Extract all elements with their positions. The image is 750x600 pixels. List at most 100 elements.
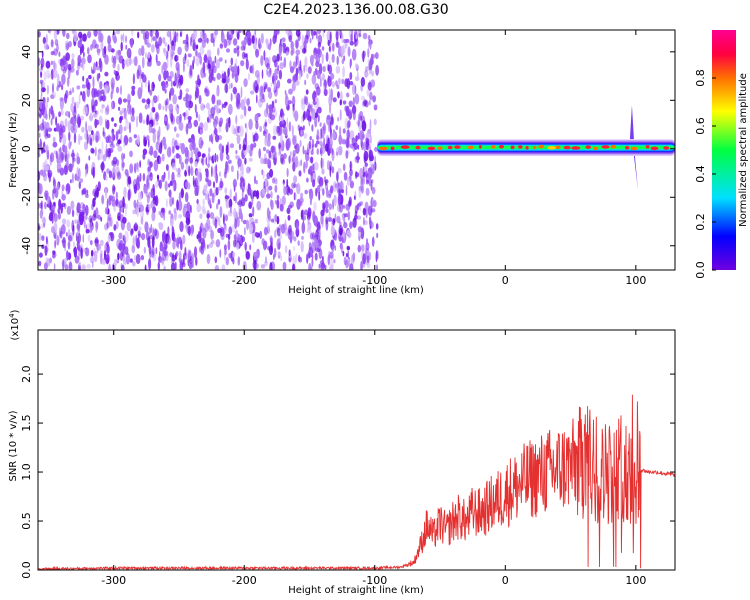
x-tick-label: 0 — [502, 574, 509, 587]
noise-speck — [178, 154, 182, 165]
noise-speck — [227, 103, 233, 115]
noise-speck — [101, 194, 105, 205]
noise-speck — [195, 50, 198, 56]
noise-speck — [317, 175, 322, 184]
signal-band-peak — [650, 146, 659, 151]
noise-speck — [228, 198, 233, 209]
noise-speck — [149, 89, 153, 96]
noise-speck — [197, 74, 200, 84]
noise-speck — [93, 30, 98, 37]
noise-speck — [311, 138, 315, 148]
noise-speck — [172, 94, 177, 105]
noise-speck — [318, 263, 321, 269]
noise-speck — [228, 228, 232, 235]
noise-speck — [202, 209, 207, 215]
noise-speck — [343, 256, 347, 266]
noise-speck — [203, 121, 209, 132]
noise-speck — [259, 230, 263, 240]
noise-speck — [191, 252, 195, 265]
noise-speck — [218, 57, 223, 62]
noise-speck — [219, 249, 222, 258]
noise-speck — [335, 125, 339, 131]
noise-speck — [324, 264, 327, 270]
noise-speck — [319, 122, 322, 127]
noise-speck — [305, 65, 308, 72]
noise-speck — [82, 75, 85, 82]
noise-speck — [133, 134, 137, 139]
noise-speck — [89, 256, 95, 264]
noise-speck — [139, 74, 142, 84]
signal-band-peak — [585, 145, 591, 149]
noise-speck — [321, 53, 324, 65]
noise-speck — [272, 135, 277, 140]
noise-speck — [164, 180, 168, 192]
noise-speck — [290, 151, 292, 158]
noise-speck — [238, 143, 242, 150]
noise-speck — [71, 209, 75, 218]
noise-speck — [269, 168, 274, 178]
noise-speck — [349, 263, 354, 270]
noise-speck — [241, 40, 246, 46]
noise-speck — [331, 53, 335, 64]
noise-speck — [58, 198, 62, 210]
noise-speck — [337, 167, 342, 174]
noise-speck — [166, 198, 168, 208]
noise-speck — [120, 34, 124, 42]
noise-speck — [331, 132, 336, 140]
noise-speck — [56, 161, 62, 173]
noise-speck — [83, 141, 89, 151]
noise-speck — [122, 257, 127, 262]
noise-speck — [361, 133, 366, 139]
noise-speck — [148, 258, 152, 270]
noise-speck — [137, 230, 141, 237]
noise-speck — [372, 95, 376, 103]
noise-speck — [287, 100, 292, 105]
noise-speck — [311, 124, 314, 132]
noise-speck — [200, 158, 203, 164]
x-tick-label: 100 — [625, 574, 646, 587]
noise-speck — [290, 66, 294, 74]
noise-speck — [186, 201, 191, 214]
noise-speck — [180, 188, 184, 199]
signal-band-peak — [518, 145, 523, 149]
noise-speck — [363, 150, 369, 162]
noise-speck — [301, 48, 307, 54]
noise-speck — [169, 217, 174, 227]
noise-speck — [294, 193, 297, 201]
noise-speck — [233, 195, 236, 202]
noise-speck — [69, 88, 72, 94]
noise-speck — [341, 214, 344, 221]
noise-speck — [236, 216, 240, 228]
noise-speck — [207, 63, 211, 69]
noise-speck — [167, 169, 170, 181]
noise-speck — [141, 233, 146, 241]
noise-speck — [107, 35, 111, 45]
noise-speck — [255, 120, 259, 130]
noise-speck — [86, 263, 91, 269]
noise-speck — [197, 151, 202, 158]
noise-speck — [206, 244, 209, 250]
noise-speck — [245, 186, 248, 192]
noise-speck — [219, 171, 221, 177]
noise-speck — [185, 162, 189, 173]
noise-speck — [189, 157, 193, 164]
noise-speck — [85, 229, 90, 234]
noise-speck — [159, 246, 165, 252]
noise-speck — [66, 205, 72, 215]
noise-speck — [295, 30, 301, 37]
noise-speck — [50, 51, 55, 56]
noise-speck — [325, 51, 329, 62]
noise-speck — [216, 89, 218, 96]
noise-speck — [353, 195, 356, 200]
noise-speck — [317, 184, 321, 194]
noise-speck — [188, 165, 191, 177]
noise-speck — [64, 93, 68, 104]
noise-speck — [359, 111, 363, 117]
noise-speck — [207, 162, 210, 168]
noise-speck — [123, 59, 129, 65]
noise-speck — [168, 103, 174, 113]
noise-speck — [100, 253, 103, 265]
noise-speck — [164, 88, 167, 94]
noise-speck — [247, 106, 252, 112]
noise-speck — [240, 86, 243, 99]
